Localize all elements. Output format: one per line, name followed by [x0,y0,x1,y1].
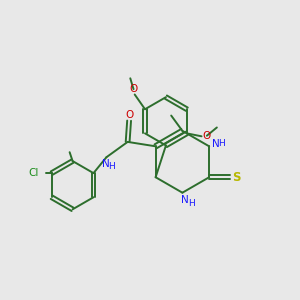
Text: H: H [218,140,225,148]
Text: O: O [203,131,211,141]
Text: N: N [212,139,220,149]
Text: O: O [129,84,137,94]
Text: N: N [102,159,110,169]
Text: S: S [232,171,241,184]
Text: N: N [182,195,189,205]
Text: H: H [188,199,195,208]
Text: Cl: Cl [29,168,39,178]
Text: O: O [125,110,133,120]
Text: H: H [108,162,115,171]
